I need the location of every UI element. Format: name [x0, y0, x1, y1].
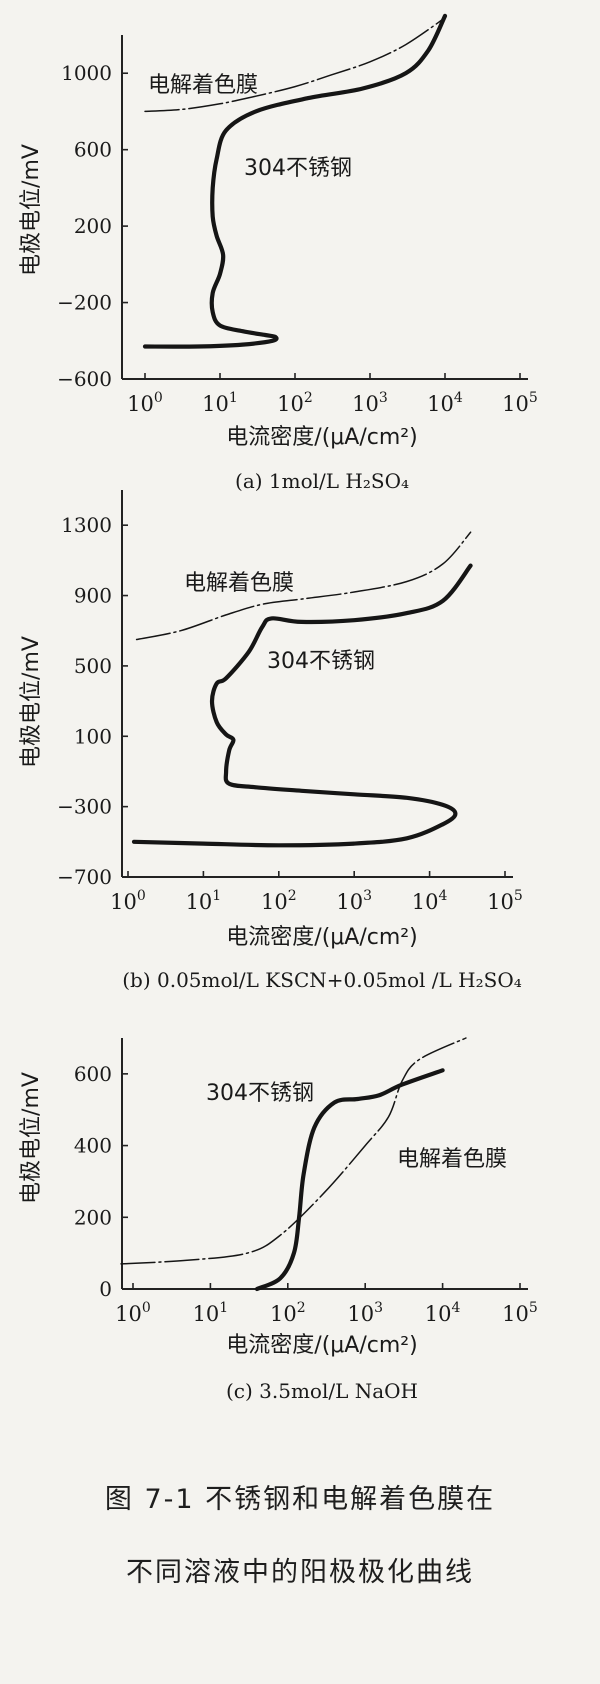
y-tick-label: 1000: [61, 61, 112, 85]
chart-panel: 100 101 102 103 104 105 0 200 400 600 电极电位/mV 电流密度/…: [19, 1037, 538, 1403]
chart-panel: 100 101 102 103 104 105 −700 −300 100 500 900 1300 电…: [19, 490, 523, 992]
x-tick-label: 101: [186, 888, 222, 914]
series-annotation: 电解着色膜: [148, 73, 258, 98]
x-tick-label: 100: [110, 888, 146, 914]
panel-label: (a) 1mol/L H₂SO₄: [235, 469, 409, 493]
y-axis-label: 电极电位/mV: [19, 636, 44, 768]
series-line-colored-film: [120, 1037, 467, 1265]
x-tick-label: 104: [412, 888, 448, 914]
x-tick-label: 105: [502, 1300, 538, 1326]
x-tick-label: 102: [261, 888, 297, 914]
series-line-colored-film: [135, 531, 472, 641]
x-tick-label: 102: [277, 390, 313, 416]
x-axis-label: 电流密度/(μA/cm²): [226, 1333, 417, 1358]
y-tick-label: 200: [74, 1205, 112, 1229]
y-tick-label: 900: [74, 584, 112, 608]
series-annotation: 电解着色膜: [184, 571, 294, 596]
x-tick-label: 105: [502, 390, 538, 416]
chart-panel: 100 101 102 103 104 105 −600 −200 200 600 1000 电极电位…: [19, 13, 538, 493]
series-annotation: 电解着色膜: [397, 1147, 507, 1172]
series-line-304-steel: [254, 1068, 445, 1292]
x-tick-label: 103: [347, 1300, 383, 1326]
y-tick-label: −600: [57, 367, 112, 391]
x-tick-label: 104: [427, 390, 463, 416]
x-axis-label: 电流密度/(μA/cm²): [226, 925, 417, 950]
figure-caption-line2: 不同溶液中的阳极极化曲线: [126, 1557, 474, 1588]
x-tick-label: 100: [127, 390, 163, 416]
y-tick-label: 100: [74, 724, 112, 748]
x-tick-label: 104: [425, 1300, 461, 1326]
series-annotation: 304不锈钢: [244, 156, 352, 181]
y-tick-label: 600: [74, 1062, 112, 1086]
y-axis-label: 电极电位/mV: [19, 144, 44, 276]
x-tick-label: 101: [193, 1300, 229, 1326]
panel-label: (c) 3.5mol/L NaOH: [226, 1379, 418, 1403]
y-tick-label: 500: [74, 654, 112, 678]
x-tick-label: 103: [352, 390, 388, 416]
x-axis-label: 电流密度/(μA/cm²): [226, 425, 417, 450]
series-annotation: 304不锈钢: [267, 649, 375, 674]
x-tick-label: 103: [336, 888, 372, 914]
y-tick-label: 200: [74, 214, 112, 238]
x-tick-label: 105: [487, 888, 523, 914]
y-tick-label: 1300: [61, 513, 112, 537]
series-line-304-steel: [142, 13, 448, 349]
y-tick-label: −700: [57, 865, 112, 889]
y-tick-label: 400: [74, 1134, 112, 1158]
x-tick-label: 102: [270, 1300, 306, 1326]
series-line-colored-film: [144, 17, 446, 113]
x-tick-label: 101: [202, 390, 238, 416]
y-tick-label: 0: [99, 1277, 112, 1301]
y-tick-label: −300: [57, 795, 112, 819]
x-tick-label: 100: [115, 1300, 151, 1326]
series-line-304-steel: [131, 563, 473, 848]
panel-label: (b) 0.05mol/L KSCN+0.05mol /L H₂SO₄: [122, 968, 522, 992]
y-tick-label: −200: [57, 291, 112, 315]
series-annotation: 304不锈钢: [206, 1081, 314, 1106]
y-axis-label: 电极电位/mV: [19, 1072, 44, 1204]
figure-caption-line1: 图 7-1 不锈钢和电解着色膜在: [104, 1484, 496, 1515]
y-tick-label: 600: [74, 138, 112, 162]
